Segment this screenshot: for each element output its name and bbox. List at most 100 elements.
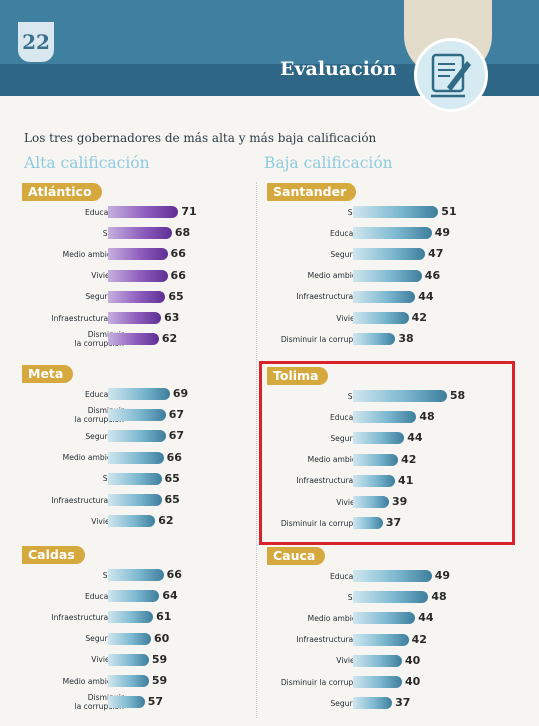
category-label: Vivienda	[22, 650, 124, 670]
value-label: 61	[156, 610, 172, 624]
chart-caldas: CaldasSalud66 Educación 64 Infraestructura …	[22, 546, 267, 721]
value-label: 48	[431, 590, 447, 604]
bar	[108, 632, 151, 645]
category-label: Medio ambiente	[307, 455, 369, 465]
value-label: 48	[419, 410, 435, 424]
bar-row: Medio ambiente 44	[267, 608, 512, 628]
column-divider	[256, 182, 257, 718]
chart-atlantico: AtlánticoEducación71Salud68Medio ambient…	[22, 183, 267, 358]
bar	[353, 227, 432, 240]
bar	[108, 451, 164, 464]
value-label: 66	[170, 268, 186, 282]
page-header: 22 Evaluación	[0, 0, 539, 112]
value-label: 62	[158, 514, 174, 528]
bar	[108, 248, 168, 261]
bar	[353, 612, 416, 625]
bar-row: Disminuir la corrupción 38	[267, 329, 512, 349]
bar-row: Disminuir la corrupción 62	[22, 329, 267, 349]
bar-row: Infraestructura vial 44	[267, 287, 512, 307]
value-label: 49	[434, 226, 450, 240]
bar-row: Vivienda 39	[267, 492, 512, 512]
bar	[353, 633, 409, 646]
bar	[108, 611, 154, 624]
bar-row: Salud66	[22, 565, 267, 585]
value-label: 39	[391, 495, 408, 508]
bar-row: Educación 48	[267, 407, 512, 427]
category-label: Seguridad	[85, 431, 124, 441]
value-label: 63	[164, 311, 180, 324]
page-number: 22	[18, 22, 54, 62]
category-label: Disminuir la corrupción	[74, 406, 125, 425]
bar-row: Medio ambiente 42	[267, 450, 512, 470]
bar	[108, 515, 156, 528]
chart-title-atlantico: Atlántico	[22, 183, 102, 201]
bar	[353, 496, 389, 508]
bar	[353, 697, 393, 710]
value-label: 68	[174, 226, 191, 240]
chart-tolima: TolimaSalud58 Educación 48 Seguridad 44 Medio…	[267, 367, 512, 542]
bar	[353, 248, 426, 261]
bar	[353, 432, 405, 445]
bar	[353, 676, 402, 688]
value-label: 37	[385, 516, 402, 530]
value-label: 40	[405, 653, 421, 667]
value-label: 44	[418, 611, 434, 625]
bar-row: Seguridad 47	[267, 244, 512, 264]
category-label: Seguridad	[330, 433, 369, 443]
category-label: Seguridad	[330, 249, 369, 259]
chart-title-tolima: Tolima	[267, 367, 329, 385]
bar	[353, 654, 402, 667]
bar-row: Vivienda 59	[22, 650, 267, 670]
category-label: Educación	[329, 571, 369, 581]
category-label: Seguridad	[85, 292, 124, 302]
value-label: 64	[162, 589, 178, 603]
bar	[108, 430, 166, 443]
value-label: 42	[401, 452, 417, 466]
bar	[108, 696, 145, 709]
value-label: 51	[441, 205, 457, 218]
value-label: 37	[395, 696, 411, 710]
value-label: 57	[147, 695, 163, 709]
bar-row: Salud58	[267, 386, 512, 406]
bar-row: Disminuir la corrupción 57	[22, 692, 267, 712]
category-label: Vivienda	[267, 308, 369, 328]
bar-row: Salud65	[22, 469, 267, 489]
category-label: Disminuir la corrupción	[280, 518, 369, 528]
bar	[108, 333, 159, 346]
bar-row: Vivienda 42	[267, 308, 512, 328]
chart-meta: Meta Educación 69 Disminuir la corrupción 67…	[22, 365, 267, 540]
bar-row: Disminuir la corrupción 40	[267, 672, 512, 692]
bar-row: Educación 64	[22, 586, 267, 606]
bar-row: Vivienda 40	[267, 651, 512, 671]
bar	[108, 472, 162, 485]
value-label: 60	[154, 631, 170, 645]
value-label: 41	[398, 473, 414, 487]
bar	[353, 517, 383, 530]
bar-row: Medio ambiente 66	[22, 244, 267, 264]
chart-title-cauca: Cauca	[267, 547, 326, 565]
value-label: 38	[398, 332, 414, 346]
chart-title-santander: Santander	[267, 183, 357, 201]
category-label: Disminuir la corrupción	[74, 330, 125, 349]
value-label: 42	[411, 632, 427, 646]
bar	[353, 290, 416, 303]
bar-row: Seguridad 44	[267, 428, 512, 448]
bar	[353, 411, 417, 424]
value-label: 59	[151, 674, 168, 687]
bar-row: Seguridad 67	[22, 426, 267, 446]
bar-row: Seguridad 65	[22, 287, 267, 307]
value-label: 66	[166, 568, 182, 581]
value-label: 67	[168, 408, 184, 422]
bar-row: Salud68	[22, 223, 267, 243]
value-label: 49	[434, 569, 450, 582]
category-label: Medio ambiente	[307, 271, 369, 281]
value-label: 66	[166, 450, 182, 464]
bar	[353, 206, 439, 218]
bar-row: Infraestructura vial 63	[22, 308, 267, 328]
bar	[108, 409, 166, 422]
value-label: 44	[407, 431, 423, 445]
bar-row: Infraestructura vial 61	[22, 607, 267, 627]
value-label: 58	[449, 389, 466, 402]
category-label: Educación	[84, 591, 124, 601]
value-label: 65	[164, 471, 180, 485]
